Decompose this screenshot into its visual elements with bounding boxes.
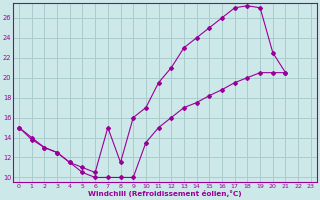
X-axis label: Windchill (Refroidissement éolien,°C): Windchill (Refroidissement éolien,°C) — [88, 190, 242, 197]
